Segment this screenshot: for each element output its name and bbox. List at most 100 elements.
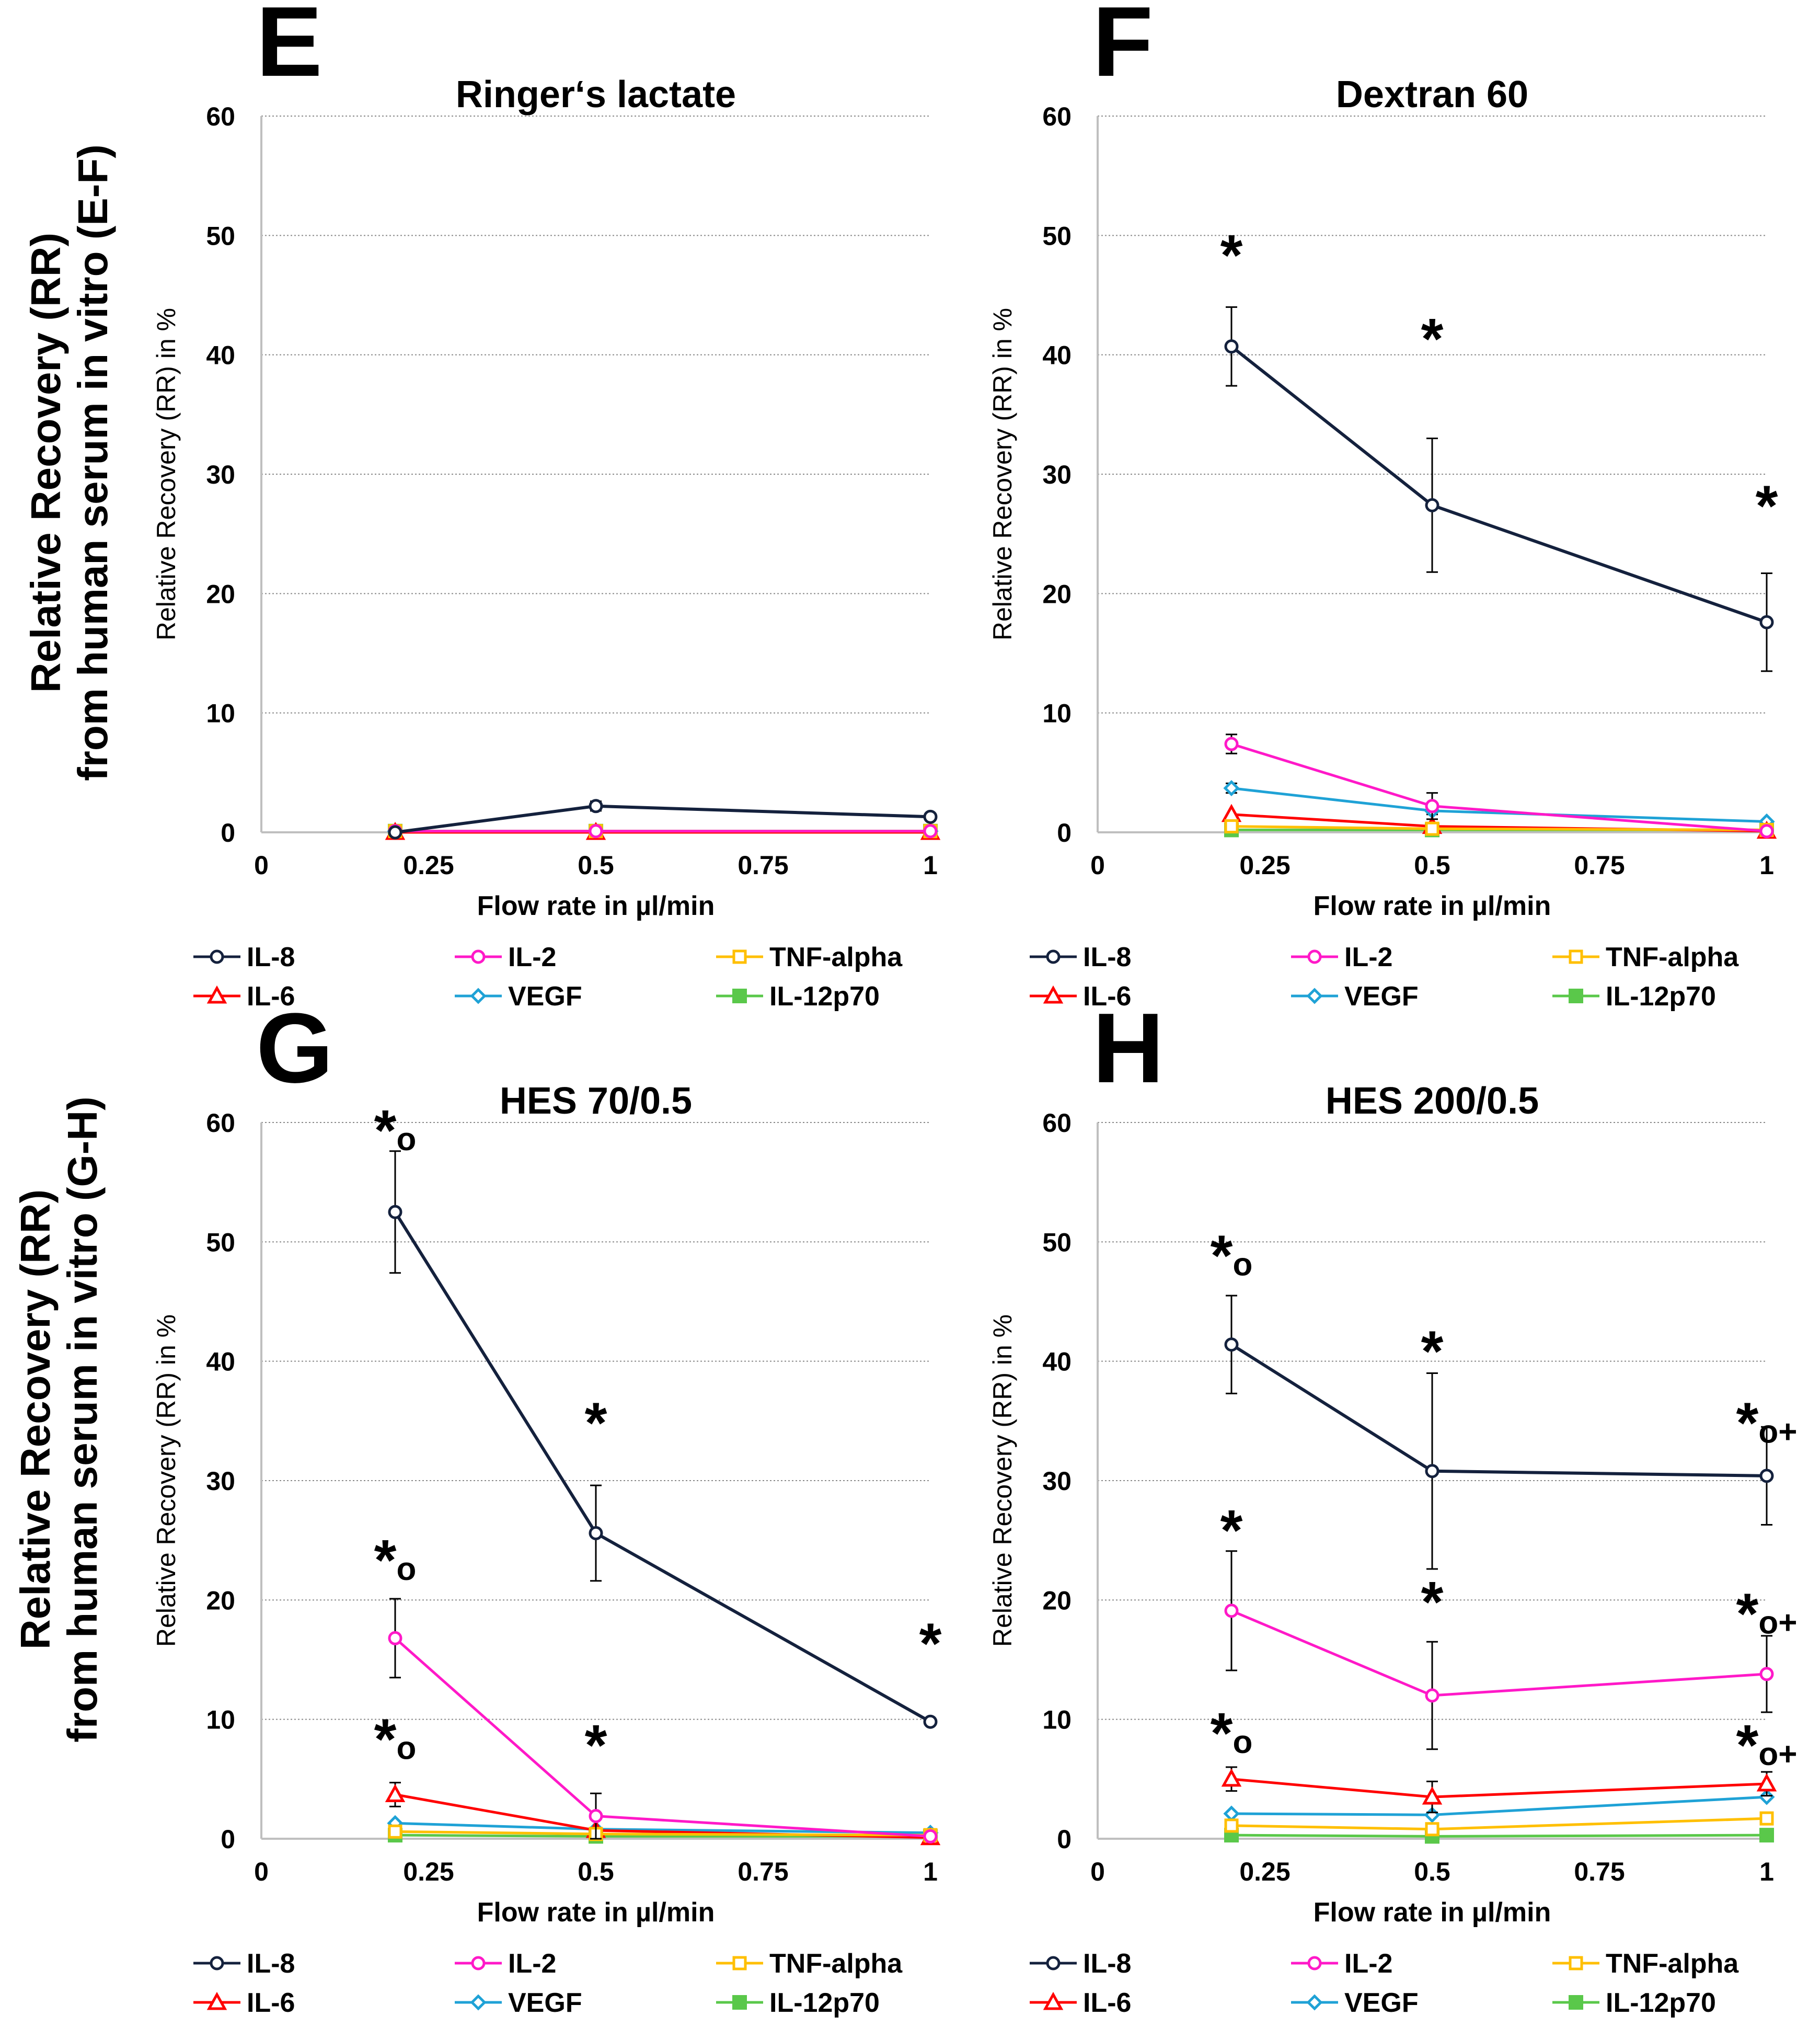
series-il-8	[388, 1150, 938, 1729]
y-tick-label: 50	[206, 1228, 235, 1257]
data-point	[1221, 1768, 1242, 1787]
data-point	[1759, 1811, 1774, 1826]
y-tick-label: 20	[206, 579, 235, 609]
data-point	[589, 824, 603, 839]
data-point	[1425, 799, 1439, 814]
x-tick-label: 1	[1759, 1857, 1774, 1886]
chart-title: Ringer‘s lactate	[456, 74, 736, 116]
x-tick-label: 0.25	[1239, 1857, 1290, 1886]
significance-marker: *	[919, 1612, 942, 1676]
chart-panel-f: F Dextran 60 0 10 20 30 40 50 60 0 0.25 0.5 0.75 1 Flo…	[868, 0, 1778, 1012]
legend-label: VEGF	[1344, 981, 1419, 1012]
legend-label: IL-12p70	[1606, 981, 1716, 1012]
y-tick-label: 10	[1042, 699, 1072, 728]
significance-symbol: o	[396, 1551, 416, 1587]
chart-title: Dextran 60	[1336, 74, 1528, 116]
legend-label: IL-6	[247, 1988, 295, 2018]
legend-item-il-8: IL-8	[193, 942, 295, 972]
legend-marker	[732, 1956, 747, 1970]
x-axis-title: Flow rate in µl/min	[1314, 1897, 1551, 1928]
y-tick-label: 0	[1057, 818, 1072, 847]
legend-item-tnf-alpha: TNF-alpha	[716, 1949, 903, 1979]
data-point	[388, 1824, 402, 1839]
data-point	[1224, 819, 1239, 834]
significance-marker: *	[1421, 307, 1444, 371]
significance-marker: *	[1220, 223, 1243, 288]
legend-item-vegf: VEGF	[1291, 1988, 1419, 2018]
significance-symbol: o	[1232, 1724, 1252, 1760]
y-tick-label: 50	[1042, 221, 1072, 250]
series-line	[1231, 1778, 1767, 1798]
legend-marker	[1569, 989, 1583, 1003]
series-line	[1231, 1609, 1767, 1697]
series-tnf-alpha	[1224, 819, 1774, 837]
series-il-2	[388, 824, 938, 839]
panel-letter: H	[1092, 993, 1164, 1104]
significance-symbol: o	[396, 1121, 416, 1158]
legend-marker	[471, 1956, 486, 1970]
legend-marker	[471, 949, 486, 964]
data-point	[923, 1714, 938, 1729]
significance-symbol: *	[1736, 1391, 1759, 1455]
significance-symbol: *	[1736, 1713, 1759, 1778]
significance-symbol: *	[374, 1707, 397, 1771]
data-point	[388, 825, 402, 840]
data-point	[388, 1205, 402, 1219]
data-point	[385, 1784, 406, 1803]
x-tick-label: 0.75	[1574, 851, 1625, 880]
significance-marker: *	[1421, 1570, 1444, 1634]
x-tick-label: 0.75	[1574, 1857, 1625, 1886]
y-tick-label: 10	[206, 699, 235, 728]
y-tick-label: 20	[1042, 579, 1072, 609]
significance-symbol: +	[1778, 1605, 1797, 1641]
series-il-8	[1224, 306, 1774, 672]
legend-item-tnf-alpha: TNF-alpha	[1552, 1949, 1739, 1979]
significance-symbol: o	[396, 1730, 416, 1766]
chart-panel-g: G HES 70/0.5 0 10 20 30 40 50 60 0 0.25 0.5 0.75 1 Flo…	[31, 993, 942, 2018]
outer-label-ef-line1: Relative Recovery (RR)	[22, 233, 69, 693]
series-il-8	[388, 799, 938, 840]
y-tick-label: 0	[1057, 1825, 1072, 1854]
legend-label: TNF-alpha	[769, 1949, 903, 1979]
x-tick-label: 0.5	[1414, 851, 1450, 880]
significance-marker: *	[585, 1713, 607, 1778]
series-il-2	[1224, 1550, 1774, 1750]
data-point	[1759, 615, 1774, 629]
y-tick-label: 30	[206, 460, 235, 489]
data-point	[1758, 1789, 1775, 1805]
data-point	[589, 1809, 603, 1824]
legend-marker	[1043, 1991, 1064, 2010]
x-axis-title: Flow rate in µl/min	[477, 891, 715, 921]
legend-label: IL-8	[247, 942, 295, 972]
significance-marker: *o	[374, 1707, 417, 1771]
data-point	[1759, 1469, 1774, 1483]
legend-marker	[1046, 1956, 1061, 1970]
legend-label: IL-8	[1083, 1949, 1131, 1979]
panel-letter: G	[256, 993, 333, 1104]
chart-h: H HES 200/0.5 0 10 20 30 40 50 60 0 0.25 0.5 0.75 1 Fl…	[988, 993, 1797, 2018]
legend-item-il-8: IL-8	[1030, 942, 1131, 972]
y-tick-label: 30	[1042, 460, 1072, 489]
legend-marker	[1569, 1956, 1583, 1970]
legend-marker	[1046, 949, 1061, 964]
x-tick-label: 0	[1090, 1857, 1105, 1886]
y-tick-label: 40	[206, 1347, 235, 1377]
series-line	[394, 1211, 931, 1723]
significance-symbol: o	[1758, 1605, 1778, 1641]
significance-symbol: o	[1232, 1247, 1252, 1283]
legend-label: IL-6	[1083, 1988, 1131, 2018]
x-axis-title: Flow rate in µl/min	[1314, 891, 1551, 921]
y-tick-label: 40	[1042, 341, 1072, 370]
series-line	[394, 1637, 931, 1838]
data-point	[1759, 824, 1774, 839]
legend-marker	[1569, 949, 1583, 964]
outer-label-gh-line1: Relative Recovery (RR)	[12, 1189, 59, 1649]
series-line	[1230, 345, 1767, 624]
significance-symbol: *	[1220, 223, 1243, 288]
legend-item-vegf: VEGF	[1291, 981, 1419, 1012]
legend-marker	[470, 1994, 487, 2011]
y-tick-label: 30	[206, 1466, 235, 1496]
significance-marker: *o+	[1736, 1713, 1798, 1778]
significance-marker: *	[1421, 1319, 1444, 1383]
x-axis-title: Flow rate in µl/min	[477, 1897, 715, 1928]
